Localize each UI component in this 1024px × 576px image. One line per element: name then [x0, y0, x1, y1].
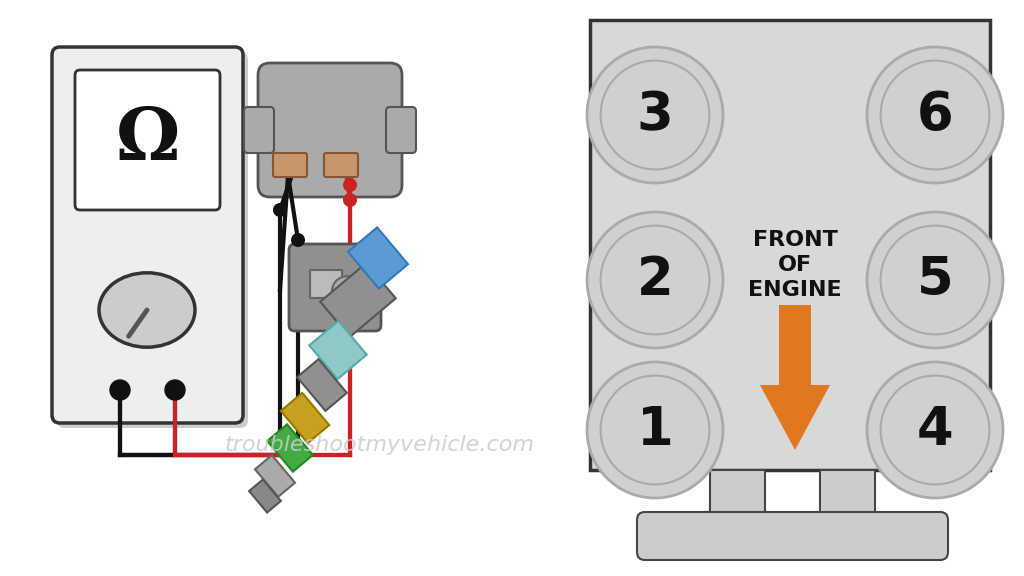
Bar	[309, 321, 367, 379]
Circle shape	[587, 47, 723, 183]
FancyBboxPatch shape	[258, 63, 402, 197]
Circle shape	[587, 362, 723, 498]
Bar	[590, 20, 990, 470]
Bar	[321, 263, 395, 337]
Text: 2: 2	[637, 254, 674, 306]
Circle shape	[601, 376, 710, 484]
Text: 1: 1	[637, 404, 674, 456]
Circle shape	[867, 362, 1002, 498]
Text: troubleshootmyvehicle.com: troubleshootmyvehicle.com	[225, 435, 535, 455]
Bar	[281, 393, 330, 443]
Bar	[249, 479, 281, 513]
FancyBboxPatch shape	[244, 107, 274, 153]
FancyBboxPatch shape	[52, 47, 243, 423]
FancyBboxPatch shape	[386, 107, 416, 153]
Circle shape	[343, 193, 357, 207]
Circle shape	[881, 376, 989, 484]
Bar	[820, 470, 874, 520]
Circle shape	[332, 276, 362, 306]
Text: FRONT
OF
ENGINE: FRONT OF ENGINE	[749, 230, 842, 300]
Circle shape	[110, 380, 130, 400]
Bar	[779, 305, 811, 385]
FancyBboxPatch shape	[57, 52, 248, 428]
Bar	[267, 425, 312, 472]
Bar	[297, 359, 347, 411]
Bar	[710, 470, 765, 520]
Circle shape	[881, 60, 989, 169]
Text: 5: 5	[916, 254, 953, 306]
Circle shape	[273, 203, 287, 217]
Bar	[348, 228, 408, 289]
Bar	[310, 270, 342, 298]
Text: 6: 6	[916, 89, 953, 141]
Polygon shape	[760, 385, 830, 450]
Circle shape	[867, 47, 1002, 183]
FancyBboxPatch shape	[324, 153, 358, 177]
Circle shape	[165, 380, 185, 400]
Circle shape	[601, 60, 710, 169]
FancyBboxPatch shape	[289, 244, 381, 331]
FancyBboxPatch shape	[273, 153, 307, 177]
FancyBboxPatch shape	[637, 512, 948, 560]
Ellipse shape	[99, 273, 195, 347]
Circle shape	[881, 226, 989, 335]
FancyBboxPatch shape	[75, 70, 220, 210]
Circle shape	[291, 233, 305, 247]
Circle shape	[601, 226, 710, 335]
Circle shape	[587, 212, 723, 348]
Circle shape	[343, 178, 357, 192]
Circle shape	[867, 212, 1002, 348]
Text: Ω: Ω	[116, 104, 179, 176]
Bar	[255, 455, 295, 497]
Text: 3: 3	[637, 89, 674, 141]
Text: 4: 4	[916, 404, 953, 456]
